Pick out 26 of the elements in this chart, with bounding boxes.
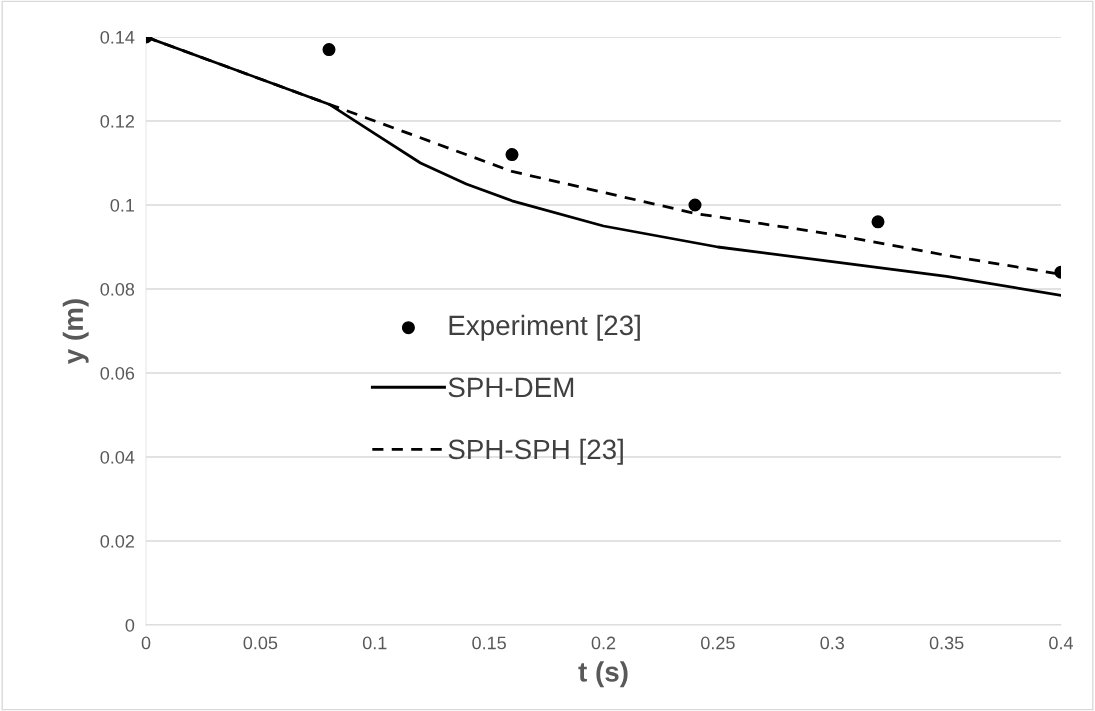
y-tick-label: 0.12 bbox=[100, 114, 134, 128]
point bbox=[505, 148, 519, 162]
x-tick-label: 0.35 bbox=[929, 636, 964, 650]
x-tick-label: 0.4 bbox=[1049, 636, 1074, 650]
y-axis-title: y (m) bbox=[62, 299, 89, 364]
x-tick-label: 0.1 bbox=[362, 636, 387, 650]
y-tick-label: 0.02 bbox=[100, 534, 134, 548]
legend-label: SPH-DEM bbox=[448, 377, 574, 398]
point bbox=[688, 198, 702, 212]
x-tick-label: 0 bbox=[141, 636, 151, 650]
x-tick-label: 0.25 bbox=[701, 636, 735, 650]
x-tick-label: 0.15 bbox=[472, 636, 506, 650]
x-axis-title: t (s) bbox=[578, 661, 628, 688]
point bbox=[322, 43, 336, 57]
x-tick-label: 0.2 bbox=[591, 636, 616, 650]
y-tick-label: 0.14 bbox=[100, 30, 135, 44]
y-tick-label: 0 bbox=[125, 618, 135, 632]
legend-label: Experiment [23] bbox=[449, 314, 640, 341]
y-tick-label: 0.06 bbox=[100, 366, 135, 380]
y-tick-label: 0.04 bbox=[100, 450, 135, 464]
point bbox=[871, 215, 885, 229]
y-tick-label: 0.1 bbox=[110, 198, 135, 212]
x-tick-label: 0.05 bbox=[243, 636, 278, 650]
legend-label: SPH-SPH [23] bbox=[448, 438, 623, 465]
x-tick-label: 0.3 bbox=[820, 636, 845, 650]
y-tick-label: 0.08 bbox=[100, 282, 135, 296]
